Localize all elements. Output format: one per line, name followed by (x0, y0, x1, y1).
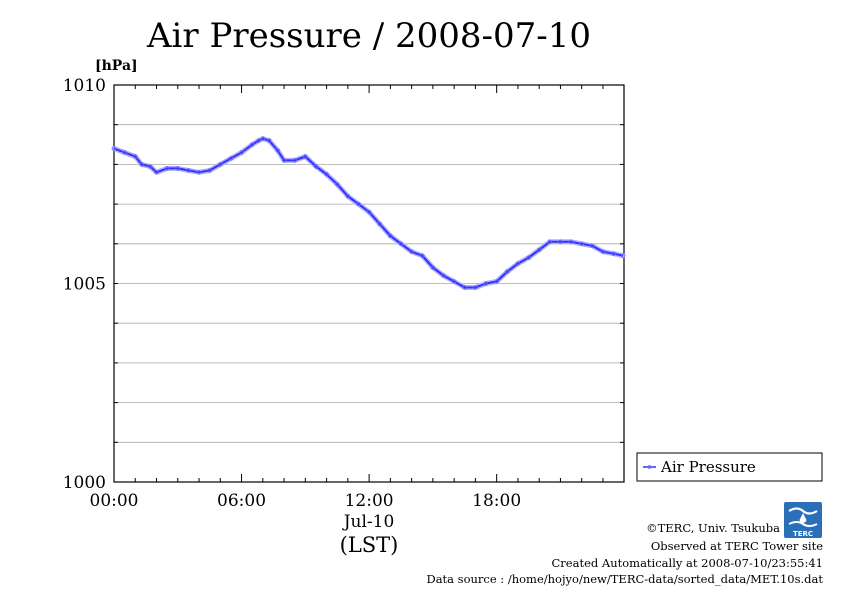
x-tick-label: 12:00 (345, 491, 394, 511)
y-tick-label: 1005 (63, 275, 106, 295)
data-point (462, 285, 467, 290)
x-tick-labels: 00:00 06:00 12:00 18:00 (90, 491, 522, 511)
y-unit-label: [hPa] (95, 58, 138, 74)
logo-wave-top (788, 507, 818, 515)
data-point (441, 273, 446, 278)
data-point (292, 158, 297, 163)
series-line (113, 137, 624, 289)
x-axis-label: (LST) (340, 533, 399, 557)
data-point (228, 156, 234, 161)
data-point (218, 162, 223, 167)
data-point (494, 279, 499, 284)
data-point (398, 241, 404, 246)
data-point (175, 166, 180, 171)
data-point (154, 170, 159, 175)
series-air-pressure (111, 136, 626, 290)
data-point (568, 239, 574, 244)
data-point (313, 164, 319, 169)
legend-marker-air-pressure (647, 464, 652, 469)
data-point (122, 150, 127, 155)
data-point (409, 249, 414, 254)
series-halo (111, 136, 626, 290)
data-point (377, 221, 382, 227)
data-point (451, 279, 457, 284)
data-point (537, 247, 542, 252)
data-point (249, 142, 255, 147)
date-label: Jul-10 (342, 512, 395, 532)
data-point (473, 285, 478, 290)
data-point (505, 269, 510, 274)
chart-title: Air Pressure / 2008-07-10 (146, 16, 591, 56)
data-point (483, 281, 489, 286)
data-point (515, 261, 521, 266)
x-tick-label: 00:00 (90, 491, 139, 511)
data-point (186, 168, 191, 173)
data-point (303, 154, 308, 159)
data-point (620, 253, 626, 258)
observed-text: Observed at TERC Tower site (651, 539, 823, 553)
tick-marks (114, 85, 624, 482)
data-point (239, 150, 244, 155)
y-tick-label: 1000 (63, 473, 106, 493)
data-point (256, 138, 261, 143)
logo-text: TERC (793, 530, 813, 538)
data-point (133, 154, 138, 159)
legend: Air Pressure (636, 452, 823, 482)
data-point (260, 136, 265, 141)
legend-label-air-pressure: Air Pressure (660, 458, 756, 476)
data-point (164, 166, 170, 171)
grid-lines (114, 124, 624, 443)
data-point (324, 172, 329, 177)
y-tick-label: 1010 (63, 76, 106, 96)
data-point (356, 201, 361, 207)
logo-drop-icon (799, 513, 807, 523)
data-point (420, 253, 425, 258)
data-point (590, 243, 595, 248)
x-tick-label: 18:00 (472, 491, 521, 511)
created-text: Created Automatically at 2008-07-10/23:5… (552, 556, 824, 570)
y-tick-labels: 1000 1005 1010 (63, 76, 106, 493)
data-point (526, 255, 531, 260)
data-point (139, 162, 144, 167)
source-text: Data source : /home/hojyo/new/TERC-data/… (426, 572, 823, 586)
x-tick-label: 06:00 (217, 491, 266, 511)
data-point (547, 239, 552, 244)
data-point (430, 265, 436, 270)
data-point (207, 168, 212, 173)
data-point (147, 164, 153, 169)
data-point (345, 193, 350, 199)
data-point (196, 170, 202, 175)
copyright-text: ©TERC, Univ. Tsukuba (646, 521, 780, 535)
data-point (579, 241, 584, 246)
data-point (335, 182, 340, 187)
data-point (275, 148, 280, 153)
data-point (366, 209, 372, 215)
data-point (111, 146, 117, 151)
data-point (388, 233, 393, 239)
data-point (611, 251, 616, 256)
terc-logo: TERC (784, 502, 822, 538)
legend-box (636, 452, 823, 482)
data-point (267, 138, 272, 143)
data-point (281, 158, 287, 163)
data-point (558, 239, 563, 244)
data-point (600, 249, 606, 254)
logo-wave-bottom (788, 521, 818, 527)
